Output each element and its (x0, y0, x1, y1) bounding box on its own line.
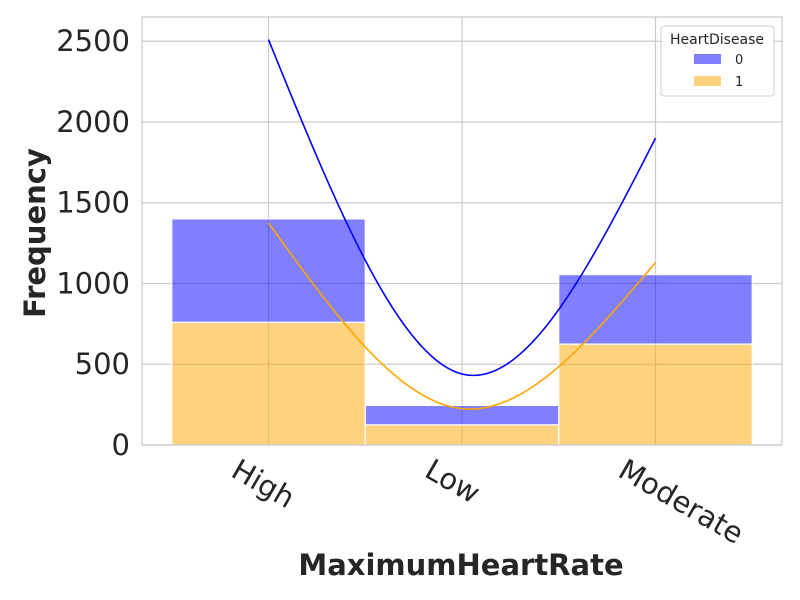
bar-low-series-1 (364, 424, 560, 446)
y-tick-label-2: 1000 (56, 266, 130, 300)
bar-high-series-1 (171, 321, 366, 446)
legend-swatch-0 (694, 54, 721, 64)
x-axis-label: MaximumHeartRate (298, 548, 623, 582)
bar-low-series-0 (364, 404, 560, 426)
y-tick-label-4: 2000 (56, 105, 130, 139)
y-axis-label: Frequency (18, 148, 52, 318)
bars (171, 218, 753, 446)
kde-line-series-1 (267, 222, 657, 410)
legend-label-1: 1 (735, 75, 743, 90)
legend-swatch-1 (694, 76, 721, 86)
bar-moderate-series-1 (558, 343, 753, 446)
plot-frame (141, 16, 783, 446)
y-tick-label-3: 1500 (56, 186, 130, 220)
bar-moderate-series-0 (558, 274, 753, 345)
x-tick-label-high: High (226, 452, 301, 515)
legend-label-0: 0 (735, 53, 743, 68)
kde-line-series-0 (267, 39, 657, 377)
legend-title: HeartDisease (670, 32, 764, 48)
bar-high-series-0 (171, 218, 366, 323)
legend: HeartDisease 0 1 (660, 25, 775, 97)
x-tick-label-low: Low (420, 452, 486, 510)
kde-curves (267, 39, 657, 410)
y-ticks: 0 500 1000 1500 2000 2500 (56, 24, 130, 462)
y-tick-label-5: 2500 (56, 24, 130, 58)
y-tick-label-0: 0 (112, 428, 130, 462)
x-ticks: High Low Moderate (226, 452, 749, 550)
y-tick-label-1: 500 (75, 347, 130, 381)
x-tick-label-moderate: Moderate (613, 452, 749, 550)
